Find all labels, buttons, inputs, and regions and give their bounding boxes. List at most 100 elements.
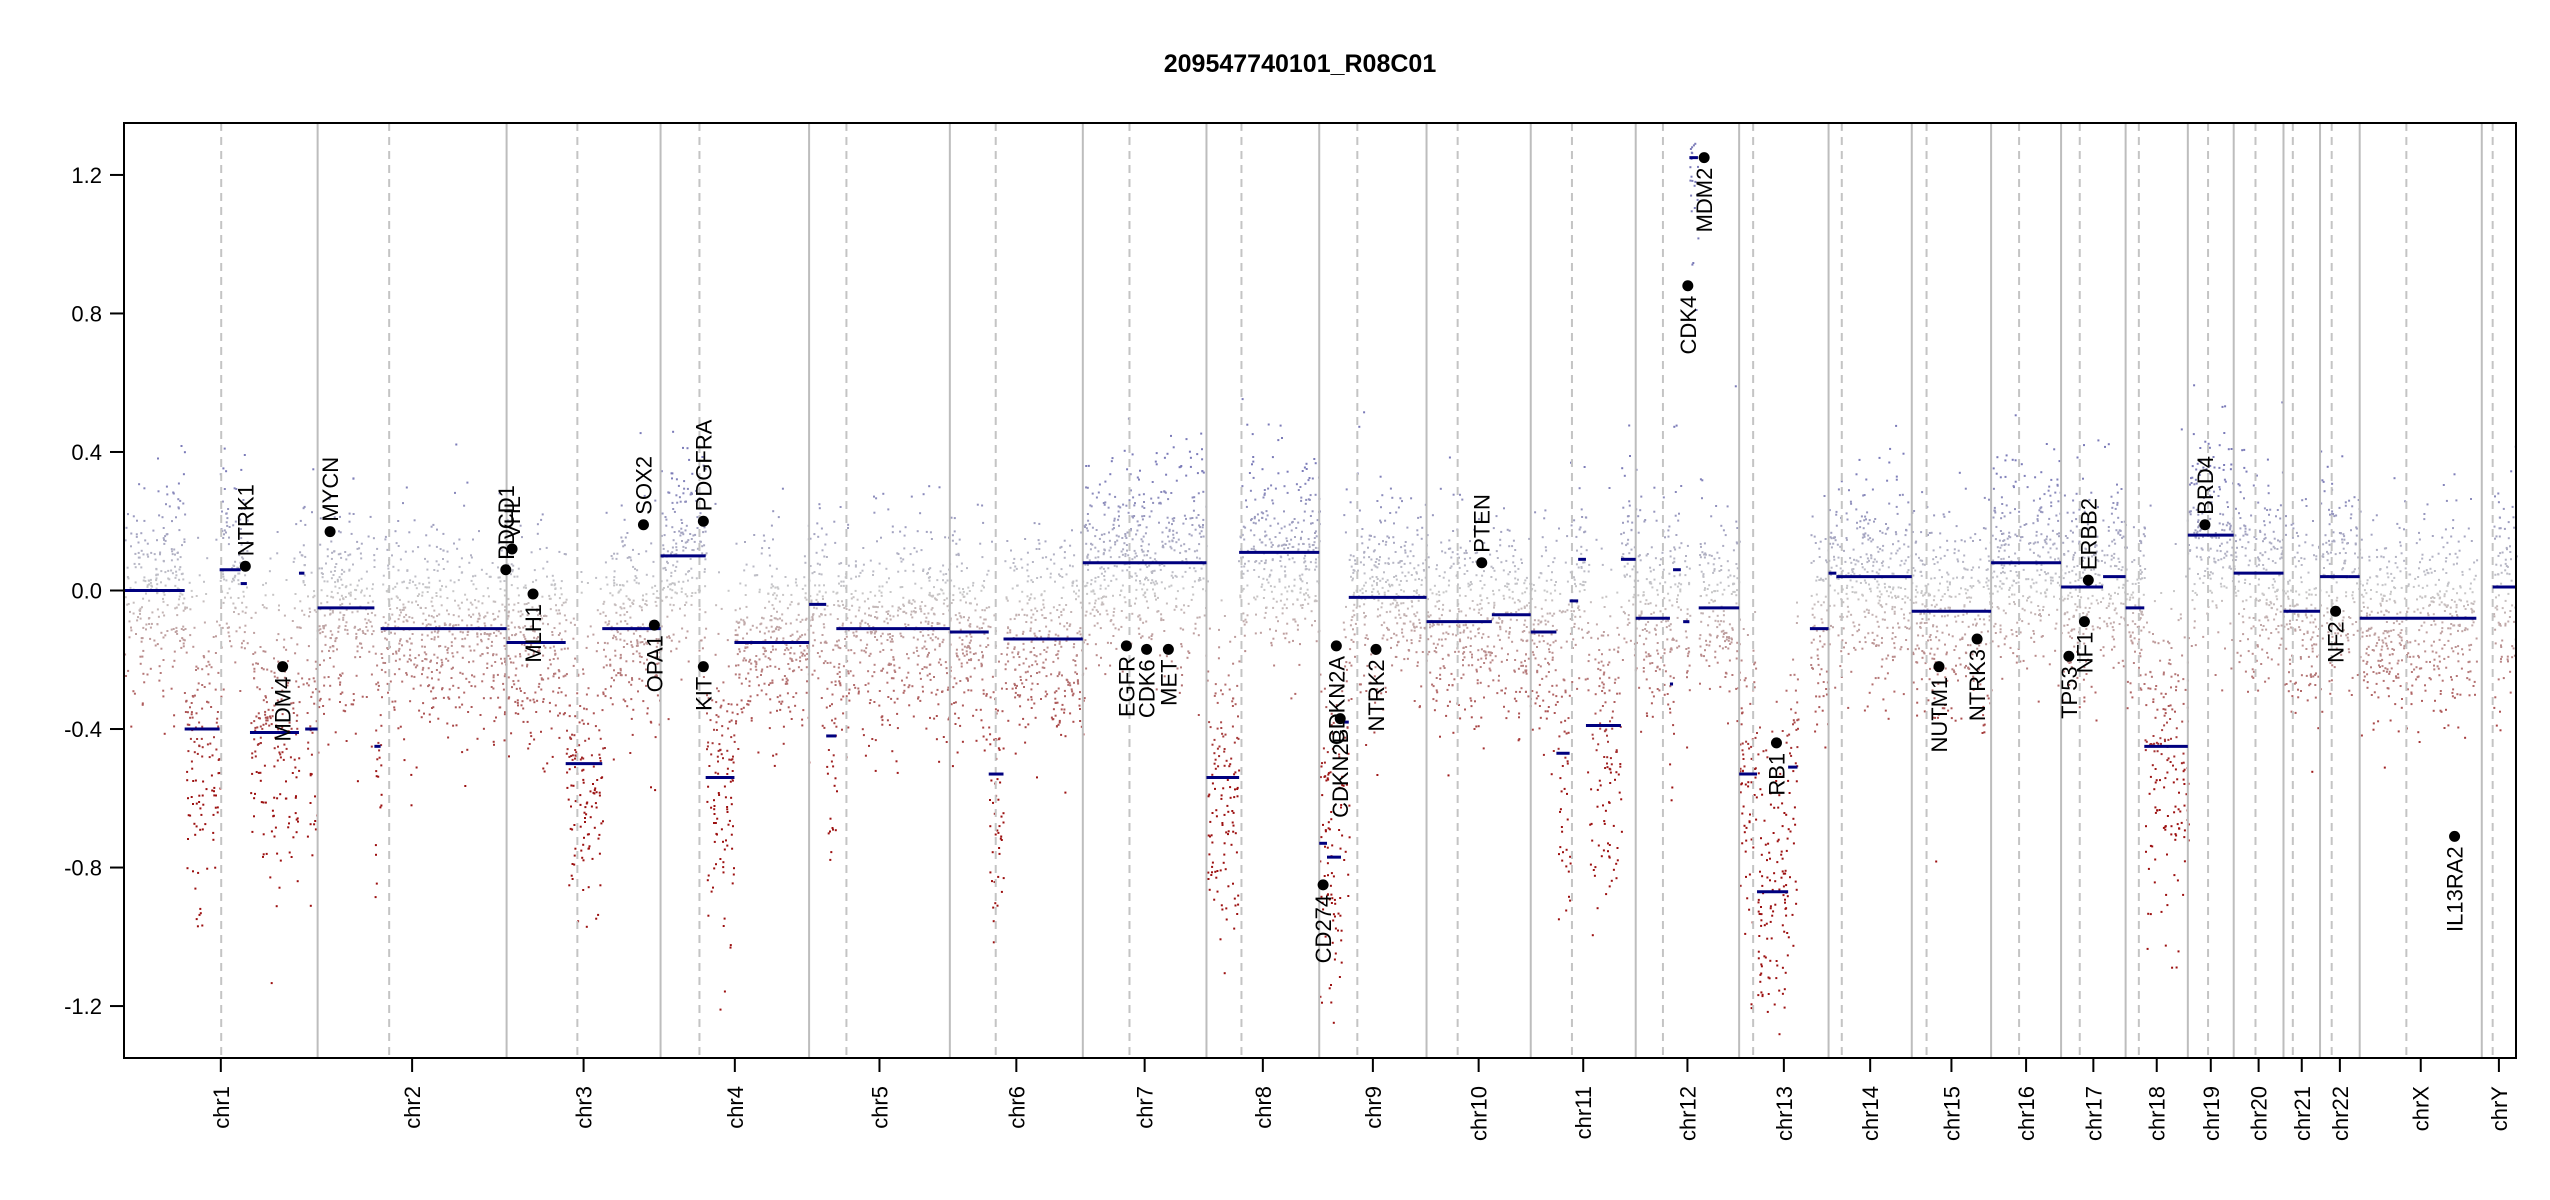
probe-point <box>193 751 196 754</box>
probe-point <box>1193 496 1196 499</box>
probe-point <box>362 632 365 634</box>
probe-point <box>212 831 215 834</box>
probe-point <box>629 556 632 559</box>
probe-point <box>401 680 404 683</box>
probe-point <box>360 557 363 560</box>
probe-point <box>301 677 304 680</box>
probe-point <box>269 557 272 560</box>
probe-point <box>1262 577 1265 580</box>
probe-point <box>1176 590 1179 593</box>
probe-point <box>1311 510 1314 513</box>
probe-point <box>464 785 467 787</box>
probe-point <box>344 551 347 553</box>
probe-point <box>923 645 926 648</box>
probe-point <box>1233 897 1236 900</box>
probe-point <box>1026 614 1029 617</box>
probe-point <box>278 886 281 889</box>
probe-point <box>652 560 655 563</box>
probe-point <box>1241 556 1244 559</box>
probe-point <box>636 642 639 645</box>
probe-point <box>1245 505 1248 508</box>
probe-point <box>916 649 919 652</box>
probe-point <box>811 572 814 575</box>
probe-point <box>891 638 893 641</box>
probe-point <box>189 814 192 817</box>
probe-point <box>695 499 698 502</box>
probe-point <box>789 603 792 606</box>
probe-point <box>134 581 137 584</box>
probe-point <box>1270 641 1273 644</box>
probe-point <box>1232 811 1235 814</box>
probe-point <box>946 688 949 691</box>
probe-point <box>538 647 541 650</box>
probe-point <box>239 690 242 692</box>
probe-point <box>1014 668 1017 671</box>
probe-point <box>1214 767 1217 770</box>
probe-point <box>1319 995 1322 998</box>
probe-point <box>1013 569 1016 572</box>
probe-point <box>703 570 706 573</box>
probe-point <box>1114 495 1117 498</box>
probe-point <box>259 742 262 744</box>
probe-point <box>1074 671 1077 674</box>
probe-point <box>946 605 949 608</box>
probe-point <box>1019 675 1022 678</box>
probe-point <box>1007 719 1010 722</box>
probe-point <box>1301 573 1304 576</box>
probe-point <box>682 492 685 495</box>
probe-point <box>1112 574 1115 577</box>
probe-point <box>491 640 493 643</box>
probe-point <box>1326 894 1329 896</box>
probe-point <box>804 561 807 564</box>
probe-point <box>349 553 352 556</box>
probe-point <box>953 677 956 680</box>
probe-point <box>1099 567 1102 570</box>
probe-point <box>766 665 769 668</box>
probe-point <box>1023 686 1025 688</box>
probe-point <box>1216 890 1219 893</box>
probe-point <box>1196 453 1199 456</box>
probe-point <box>148 579 151 582</box>
probe-point <box>834 829 837 832</box>
probe-point <box>622 584 625 587</box>
probe-point <box>425 658 428 661</box>
probe-point <box>615 638 618 641</box>
probe-point <box>1062 586 1065 589</box>
probe-point <box>256 726 259 729</box>
probe-point <box>185 699 188 702</box>
probe-point <box>630 698 633 701</box>
probe-point <box>466 481 469 484</box>
probe-point <box>374 614 377 617</box>
probe-point <box>331 611 334 614</box>
probe-point <box>1209 820 1212 823</box>
probe-point <box>1309 494 1312 497</box>
probe-point <box>384 621 387 624</box>
probe-point <box>1220 721 1223 724</box>
probe-point <box>1330 893 1333 896</box>
probe-point <box>899 632 902 635</box>
probe-point <box>1231 705 1234 707</box>
probe-point <box>562 713 565 716</box>
probe-point <box>237 579 240 582</box>
probe-point <box>497 566 499 569</box>
probe-point <box>445 657 448 660</box>
probe-point <box>1232 830 1235 833</box>
probe-point <box>283 614 286 617</box>
probe-point <box>959 724 962 727</box>
probe-point <box>1000 653 1003 655</box>
probe-point <box>201 746 204 749</box>
probe-point <box>514 712 517 715</box>
probe-point <box>529 625 532 628</box>
probe-point <box>225 512 228 515</box>
probe-point <box>215 635 217 638</box>
probe-point <box>845 635 848 638</box>
probe-point <box>760 670 763 673</box>
probe-point <box>307 747 310 750</box>
probe-point <box>422 702 425 705</box>
probe-point <box>755 668 758 671</box>
probe-point <box>480 633 482 636</box>
probe-point <box>1049 576 1052 579</box>
probe-point <box>579 803 582 806</box>
probe-point <box>1319 673 1322 676</box>
probe-point <box>127 577 130 580</box>
